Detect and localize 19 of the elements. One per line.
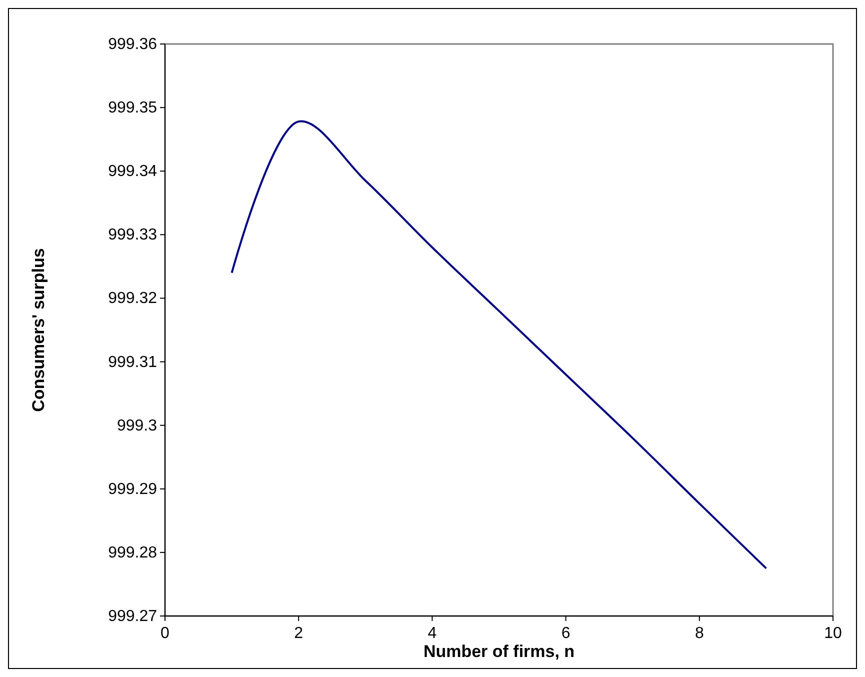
y-tick-label: 999.27 — [108, 608, 158, 625]
y-tick-label: 999.32 — [108, 290, 158, 308]
y-tick-label: 999.29 — [108, 480, 158, 498]
y-tick-label: 999.34 — [108, 163, 158, 180]
x-tick-label: 8 — [694, 625, 704, 642]
line-series — [230, 120, 768, 570]
x-axis-title: Number of firms, n — [423, 642, 575, 661]
y-tick-label: 999.3 — [116, 417, 158, 434]
x-tick-label: 4 — [428, 625, 437, 642]
x-tick-label: 0 — [160, 625, 170, 642]
y-tick-label: 999.31 — [108, 354, 158, 371]
x-tick-label: 6 — [561, 625, 570, 642]
y-tick-label: 999.33 — [108, 226, 158, 244]
y-tick-label: 999.35 — [108, 100, 158, 117]
y-tick-label: 999.28 — [108, 544, 158, 562]
y-tick-label: 999.36 — [108, 36, 158, 53]
y-axis-title: Consumers' surplus — [29, 248, 48, 412]
x-tick-label: 2 — [294, 625, 304, 642]
x-tick-label: 10 — [824, 625, 842, 642]
